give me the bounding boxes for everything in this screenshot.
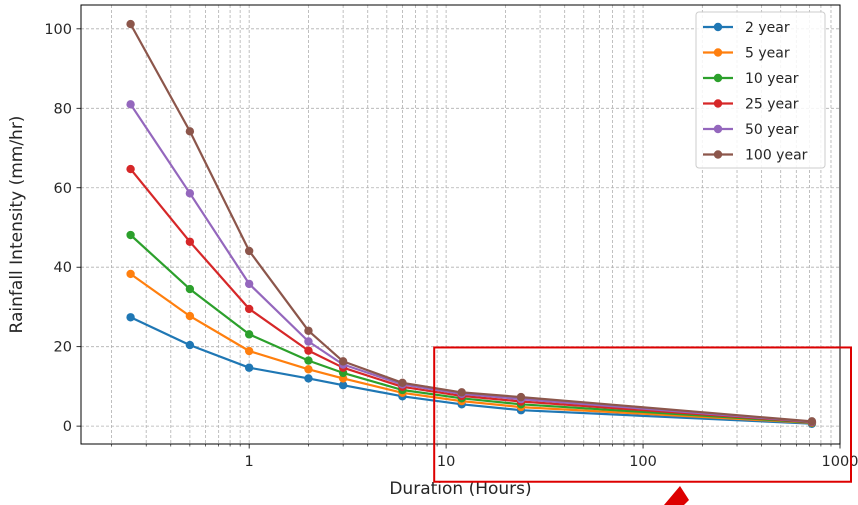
- y-tick-label: 0: [63, 419, 72, 435]
- data-point: [245, 280, 253, 288]
- data-point: [304, 365, 312, 373]
- data-point: [186, 312, 194, 320]
- data-point: [126, 270, 134, 278]
- legend-label: 50 year: [745, 122, 799, 138]
- data-point: [304, 356, 312, 364]
- legend-marker: [714, 48, 722, 56]
- y-tick-label: 40: [54, 260, 72, 276]
- y-tick-label: 60: [54, 181, 72, 197]
- data-point: [458, 388, 466, 396]
- data-point: [245, 330, 253, 338]
- legend-label: 10 year: [745, 71, 799, 87]
- legend-marker: [714, 150, 722, 158]
- data-point: [808, 417, 816, 425]
- y-tick-label: 20: [54, 340, 72, 356]
- y-axis-label: Rainfall Intensity (mm/hr): [7, 116, 27, 334]
- y-tick-label: 80: [54, 101, 72, 117]
- legend-label: 5 year: [745, 46, 790, 62]
- x-tick-label: 1: [245, 454, 254, 470]
- legend-marker: [714, 23, 722, 31]
- data-point: [126, 20, 134, 28]
- y-tick-label: 100: [44, 22, 72, 38]
- data-point: [304, 337, 312, 345]
- data-point: [517, 393, 525, 401]
- data-point: [304, 327, 312, 335]
- data-point: [186, 341, 194, 349]
- data-point: [245, 364, 253, 372]
- data-point: [304, 374, 312, 382]
- legend-label: 100 year: [745, 148, 808, 164]
- legend-marker: [714, 99, 722, 107]
- legend-marker: [714, 74, 722, 82]
- x-tick-label: 100: [629, 454, 657, 470]
- legend-label: 25 year: [745, 97, 799, 113]
- data-point: [186, 285, 194, 293]
- data-point: [245, 347, 253, 355]
- legend-marker: [714, 125, 722, 133]
- data-point: [126, 313, 134, 321]
- x-tick-label: 10: [437, 454, 455, 470]
- x-tick-label: 1000: [822, 454, 858, 470]
- data-point: [126, 100, 134, 108]
- data-point: [126, 165, 134, 173]
- data-point: [339, 357, 347, 365]
- data-point: [186, 127, 194, 135]
- data-point: [398, 379, 406, 387]
- data-point: [245, 247, 253, 255]
- data-point: [304, 346, 312, 354]
- legend: 2 year 5 year 10 year 25 year 50 year 100 yea…: [696, 12, 825, 168]
- legend-label: 2 year: [745, 20, 790, 36]
- data-point: [186, 189, 194, 197]
- data-point: [126, 231, 134, 239]
- data-point: [186, 238, 194, 246]
- data-point: [245, 305, 253, 313]
